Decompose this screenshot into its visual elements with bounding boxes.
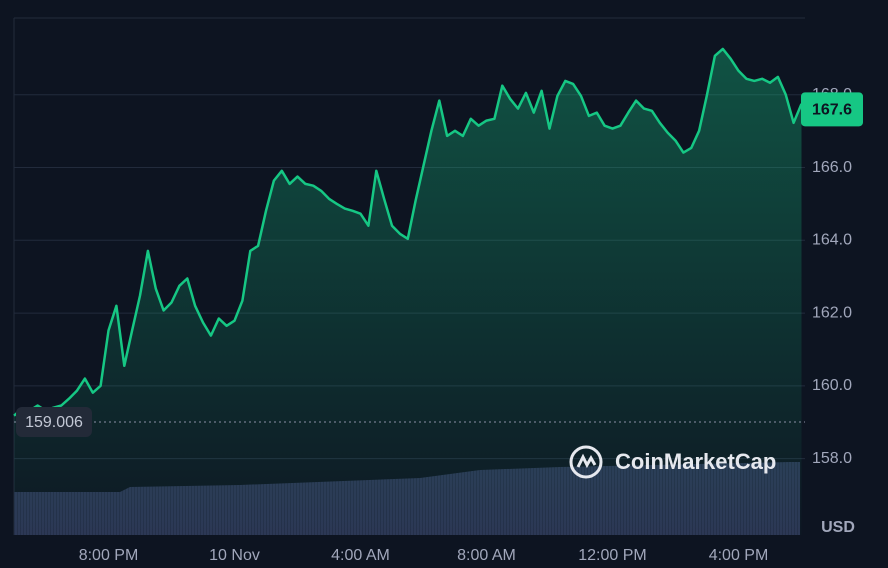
open-price-label: 159.006 — [25, 414, 83, 431]
watermark: CoinMarketCap — [615, 449, 776, 474]
y-tick-label: 158.0 — [812, 450, 852, 467]
y-unit: USD — [821, 519, 855, 536]
x-tick-label: 8:00 PM — [79, 547, 139, 564]
y-tick-label: 166.0 — [812, 159, 852, 176]
watermark-logo — [569, 445, 603, 479]
x-tick-label: 8:00 AM — [457, 547, 516, 564]
y-tick-label: 160.0 — [812, 377, 852, 394]
x-tick-label: 4:00 AM — [331, 547, 390, 564]
current-price-badge — [801, 92, 863, 127]
x-tick-label: 12:00 PM — [578, 547, 646, 564]
price-area — [14, 48, 802, 536]
x-tick-label: 10 Nov — [209, 547, 260, 564]
y-tick-label: 164.0 — [812, 232, 852, 249]
x-tick-label: 4:00 PM — [709, 547, 769, 564]
current-price-label: 167.6 — [812, 102, 852, 119]
price-line — [13, 47, 803, 417]
y-tick-label: 162.0 — [812, 304, 852, 321]
open-price-badge — [16, 406, 92, 437]
